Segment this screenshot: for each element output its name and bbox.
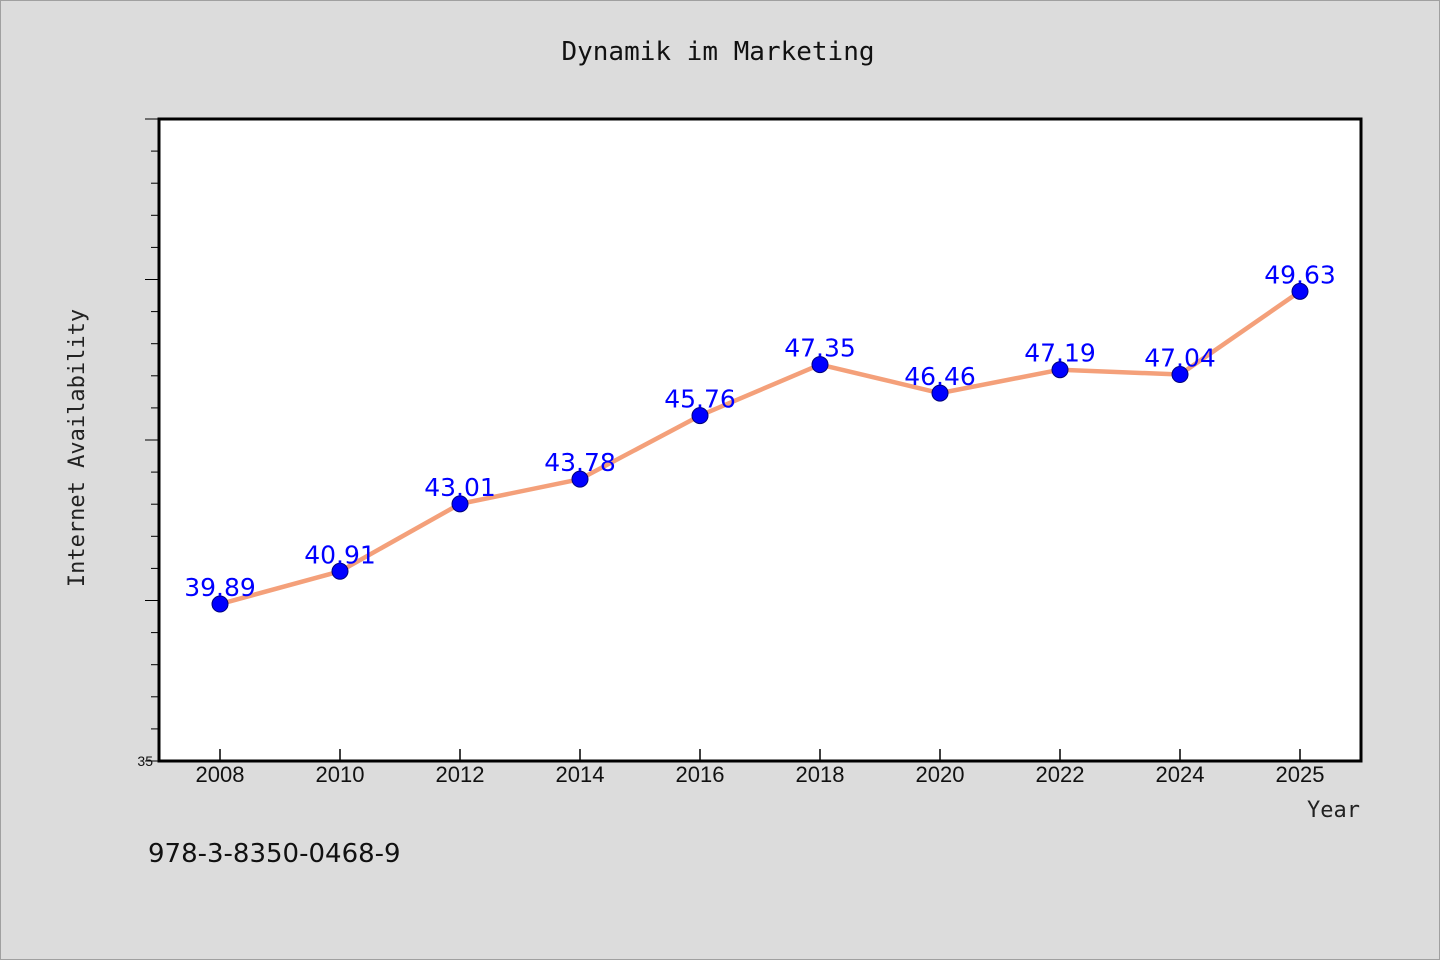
x-tick-label: 2010 (316, 762, 365, 787)
series-layer: 39.89 40.91 43.01 43.78 45.76 47.35 46.46 47.19… (184, 260, 1336, 613)
x-tick-label: 2024 (1156, 762, 1205, 787)
x-tick-label: 2014 (556, 762, 605, 787)
data-point (1051, 361, 1069, 379)
chart-title: Dynamik im Marketing (561, 37, 874, 67)
data-point (811, 356, 829, 374)
x-tick-label: 2012 (436, 762, 485, 787)
y-tick-label: 35 (137, 753, 153, 769)
isbn-text: 978-3-8350-0468-9 (148, 839, 401, 869)
data-label: 46.46 (904, 362, 976, 391)
data-point (571, 470, 589, 488)
data-label: 47.19 (1024, 339, 1096, 368)
x-axis-ticks: 2008 2010 2012 2014 2016 2018 2020 2022 2024 2025 (196, 749, 1325, 787)
x-tick-label: 2022 (1036, 762, 1085, 787)
data-point (211, 595, 229, 613)
data-point (1291, 282, 1309, 300)
data-point (1171, 366, 1189, 384)
x-tick-label: 2025 (1276, 762, 1325, 787)
series-line (219, 289, 1302, 607)
y-axis-ticks: 35 (137, 118, 159, 769)
data-point (691, 407, 709, 425)
x-tick-label: 2008 (196, 762, 245, 787)
data-label: 47.04 (1144, 344, 1216, 373)
data-label: 40.91 (304, 540, 376, 569)
x-tick-label: 2016 (676, 762, 725, 787)
data-point (931, 384, 949, 402)
x-tick-label: 2018 (796, 762, 845, 787)
data-label: 43.78 (544, 448, 616, 477)
plot-area (157, 117, 1363, 763)
x-axis-label: Year (1307, 798, 1360, 823)
data-label: 43.01 (424, 473, 496, 502)
data-label: 49.63 (1264, 260, 1336, 289)
data-point (451, 495, 469, 513)
y-axis-label: Internet Availability (65, 309, 90, 587)
data-label: 39.89 (184, 573, 256, 602)
data-label: 47.35 (784, 334, 856, 363)
data-point (331, 562, 349, 580)
data-label: 45.76 (664, 385, 736, 414)
x-tick-label: 2020 (916, 762, 965, 787)
